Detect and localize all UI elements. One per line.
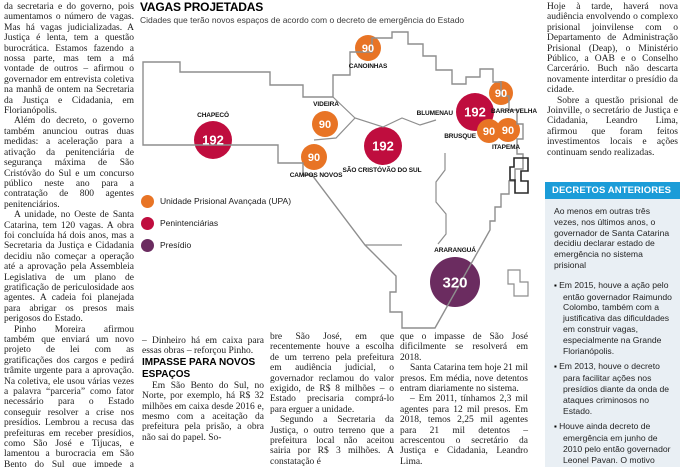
city-value-itapema: 90 [502, 125, 514, 137]
legend-dot-icon [141, 194, 154, 208]
legend-label: Presídio [160, 240, 192, 250]
article-paragraph: Além do decreto, o governo também anunci… [4, 116, 134, 210]
city-label-campos-novos: CAMPOS NOVOS [290, 172, 343, 179]
city-value-barra-velha: 90 [495, 88, 507, 100]
city-label-barra-velha: BARRA VELHA [491, 108, 537, 115]
decree-item: Em 2015, houve a ação pelo então governa… [554, 280, 672, 357]
city-marker-canoinhas [355, 35, 381, 61]
city-label-sao-cristovao-do-sul: SÃO CRISTÓVÃO DO SUL [343, 165, 422, 174]
previous-decrees-box: DECRETOS ANTERIORES Ao menos em outras t… [545, 182, 680, 467]
city-label-chapeco: CHAPECÓ [197, 110, 229, 119]
legend-label: Unidade Prisional Avançada (UPA) [160, 196, 292, 206]
city-label-blumenau: BLUMENAU [417, 110, 454, 117]
article-paragraph: Hoje à tarde, haverá nova audiência envo… [547, 2, 678, 96]
legend-row: Presídio [141, 234, 301, 256]
florianopolis-island-outline [509, 157, 529, 194]
decree-list: Em 2015, houve a ação pelo então governa… [554, 280, 672, 467]
state-outline [142, 31, 524, 329]
city-label-itapema: ITAPEMA [492, 144, 520, 151]
city-label-brusque: BRUSQUE [444, 133, 477, 140]
city-value-campos-novos: 90 [308, 152, 320, 164]
south-islet-outline [507, 269, 529, 297]
city-value-brusque: 90 [483, 126, 495, 138]
city-marker-chapeco [194, 121, 232, 159]
article-paragraph: da secretaria e do governo, pois aumenta… [4, 2, 134, 117]
legend-dot-icon [141, 238, 154, 252]
region-borders [313, 96, 447, 246]
legend-row: Penintenciárias [141, 212, 301, 234]
map-legend: Unidade Prisional Avançada (UPA) Peninten… [141, 190, 301, 256]
article-paragraph: que o impasse de São José dificilmente s… [400, 332, 528, 363]
article-paragraph: – Em 2011, tínhamos 2,3 mil agentes para… [400, 394, 528, 467]
city-value-canoinhas: 90 [362, 43, 374, 55]
quote-paragraph: – Dinheiro há em caixa para essas obras … [142, 336, 264, 357]
article-column-3: bre São José, em que recentemente houve … [270, 332, 394, 467]
infographic-subtitle: Cidades que terão novos espaços de acord… [140, 15, 465, 25]
box-body: Ao menos em outras três vezes, nos últim… [545, 199, 680, 467]
article-column-4: que o impasse de São José dificilmente s… [400, 332, 528, 467]
city-marker-sao-cristovao-do-sul [364, 127, 402, 165]
article-paragraph: Pinho Moreira afirmou também que enviará… [4, 324, 134, 467]
section-heading: IMPASSE PARA NOVOS ESPAÇOS [142, 356, 256, 380]
santa-catarina-map: CHAPECÓ 192 VIDEIRA 90 CAMPOS NOVOS 90 CANOINH… [142, 31, 537, 329]
city-label-canoinhas: CANOINHAS [349, 63, 388, 70]
legend-dot-icon [141, 216, 154, 230]
city-value-chapeco: 192 [202, 133, 224, 148]
article-paragraph: Em São Bento do Sul, no Norte, por exemp… [142, 380, 264, 443]
city-value-blumenau: 192 [464, 105, 486, 120]
article-paragraph: Sobre a questão prisional de Joinville, … [547, 95, 678, 158]
city-marker-itapema [496, 118, 520, 142]
city-marker-brusque [477, 119, 501, 143]
city-label-videira: VIDEIRA [313, 101, 339, 108]
city-marker-campos-novos [301, 144, 327, 170]
decree-item: Em 2013, houve o decreto para facilitar … [554, 361, 672, 416]
article-column-2: – Dinheiro há em caixa para essas obras … [142, 336, 264, 466]
city-value-ararangua: 320 [442, 274, 467, 291]
decree-item: Houve ainda decreto de emergência em jun… [554, 421, 672, 467]
box-title: DECRETOS ANTERIORES [545, 182, 680, 199]
city-markers [194, 35, 520, 307]
article-column-1: da secretaria e do governo, pois aumenta… [4, 2, 134, 467]
box-intro: Ao menos em outras três vezes, nos últim… [554, 206, 670, 270]
city-marker-videira [312, 111, 338, 137]
article-paragraph: Segundo a Secretaria da Justiça, o outro… [270, 415, 394, 467]
article-paragraph: bre São José, em que recentemente houve … [270, 332, 394, 415]
legend-label: Penintenciárias [160, 218, 219, 228]
article-paragraph: A unidade, no Oeste de Santa Catarina, t… [4, 210, 134, 325]
city-labels: CHAPECÓ 192 VIDEIRA 90 CAMPOS NOVOS 90 CANOINH… [197, 43, 537, 291]
article-column-5: Hoje à tarde, haverá nova audiência envo… [547, 2, 678, 180]
legend-row: Unidade Prisional Avançada (UPA) [141, 190, 301, 212]
infographic-title: VAGAS PROJETADAS [140, 0, 264, 14]
city-value-sao-cristovao-do-sul: 192 [372, 139, 394, 154]
city-value-videira: 90 [319, 119, 331, 131]
city-label-ararangua: ARARANGUÁ [434, 245, 476, 254]
article-paragraph: Santa Catarina tem hoje 21 mil presos. E… [400, 363, 528, 395]
